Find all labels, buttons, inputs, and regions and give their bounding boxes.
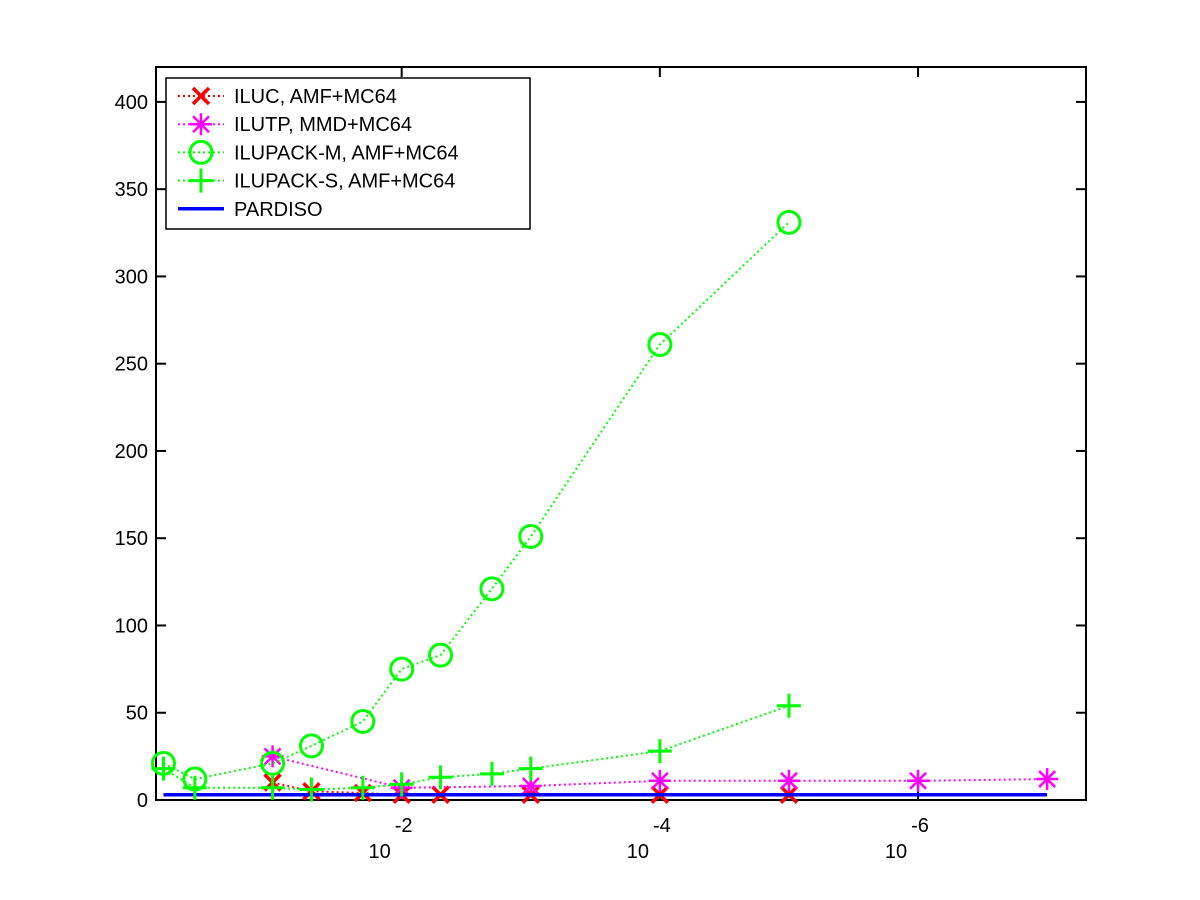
data-point-series-3 (428, 765, 453, 790)
y-axis: 0 50 100 150 200 250 300 350 400 (115, 92, 1086, 812)
series-line-2 (163, 221, 790, 781)
data-point-series-1 (777, 769, 800, 792)
data-point-series-2 (479, 576, 505, 602)
legend-marker (189, 168, 213, 193)
x-tick-base: 10 (369, 841, 391, 863)
data-point-series-3 (260, 775, 285, 800)
y-tick-label: 150 (115, 528, 148, 550)
data-point-series-2 (518, 523, 544, 549)
data-point-series-1 (1036, 768, 1059, 791)
legend-label: ILUC, AMF+MC64 (234, 86, 397, 108)
y-tick-label: 300 (115, 266, 148, 288)
y-tick-label: 350 (115, 179, 148, 201)
data-point-series-3 (647, 739, 672, 764)
data-point-series-2 (389, 656, 415, 682)
x-tick-exponent: -4 (653, 815, 671, 837)
data-point-series-3 (151, 756, 176, 781)
data-point-series-3 (479, 761, 504, 786)
data-point-series-2 (260, 750, 286, 776)
data-point-series-3 (389, 772, 414, 797)
data-point-series-3 (299, 777, 324, 802)
y-tick-label: 250 (115, 354, 148, 376)
y-tick-label: 0 (137, 790, 148, 812)
legend: ILUC, AMF+MC64 ILUTP, MMD+MC64 ILUPACK-M, … (165, 77, 531, 230)
legend-box (165, 77, 531, 230)
x-tick-exponent: -2 (395, 815, 413, 837)
data-point-series-2 (350, 708, 376, 734)
x-tick-base: 10 (627, 841, 649, 863)
data-point-series-2 (298, 733, 324, 759)
data-point-series-2 (776, 209, 802, 235)
legend-label: PARDISO (234, 199, 323, 221)
legend-marker (188, 139, 214, 165)
legend-marker (190, 113, 212, 136)
data-point-series-3 (182, 775, 207, 800)
x-axis: -210-410-610 (369, 67, 929, 863)
y-tick-label: 200 (115, 441, 148, 463)
legend-marker (191, 86, 211, 106)
data-point-series-3 (776, 693, 801, 718)
y-tick-label: 50 (126, 703, 148, 725)
data-point-series-1 (907, 769, 930, 792)
data-point-series-2 (647, 331, 673, 357)
data-point-series-2 (428, 642, 454, 668)
series-layer (150, 209, 1059, 805)
data-point-series-3 (518, 756, 543, 781)
x-tick-base: 10 (885, 841, 907, 863)
legend-label: ILUPACK-S, AMF+MC64 (234, 171, 455, 193)
legend-label: ILUTP, MMD+MC64 (234, 114, 412, 136)
y-tick-label: 100 (115, 615, 148, 637)
data-point-series-3 (350, 775, 375, 800)
y-tick-label: 400 (115, 92, 148, 114)
x-tick-exponent: -6 (911, 815, 929, 837)
data-point-series-1 (648, 769, 671, 792)
legend-label: ILUPACK-M, AMF+MC64 (234, 142, 459, 164)
